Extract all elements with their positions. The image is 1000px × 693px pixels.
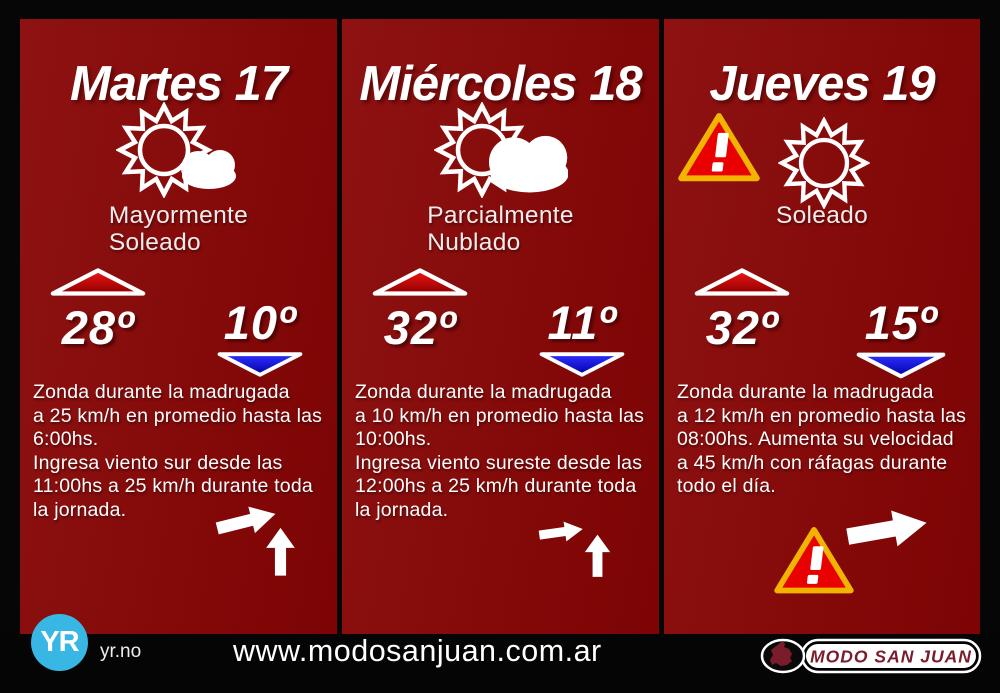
low-temp-value: 10º <box>223 296 297 349</box>
low-temp-group: 10º <box>217 267 303 378</box>
condition-text: Soleado <box>664 202 980 230</box>
day-title: Miércoles 18 <box>359 56 642 111</box>
forecast-description: Zonda durante la madrugada a 10 km/h en … <box>355 381 645 521</box>
partly-cloudy-icon <box>434 102 568 198</box>
brand-text: MODO SAN JUAN <box>810 647 972 667</box>
high-temp-group: 28º <box>50 267 146 378</box>
weather-icon-row <box>664 95 980 205</box>
modo-san-juan-logo: MODO SAN JUAN <box>760 638 982 674</box>
condition-line: Mayormente <box>108 202 249 229</box>
wind-arrow-up-icon <box>584 534 611 577</box>
high-temp-group: 32º <box>694 267 790 380</box>
temperature-row: 32º 11º <box>342 267 659 378</box>
condition-text: Mayormente Soleado <box>20 202 337 256</box>
temp-up-triangle-icon <box>50 267 146 297</box>
temp-down-triangle-icon <box>217 351 303 377</box>
low-temp-value: 15º <box>864 296 938 349</box>
yr-site-label: yr.no <box>100 641 142 662</box>
condition-line: Soleado <box>108 228 201 256</box>
warning-triangle-icon <box>676 111 762 185</box>
day-panel-miercoles: Miércoles 18 Parcialmente Nublado 32º 11… <box>342 19 659 634</box>
weather-icon-row <box>20 95 337 205</box>
temp-down-triangle-icon <box>539 351 625 377</box>
condition-text: Parcialmente Nublado <box>342 202 659 256</box>
temp-up-triangle-icon <box>372 267 468 297</box>
wind-arrow-right-icon <box>844 504 930 555</box>
temperature-row: 28º 10º <box>20 267 337 378</box>
high-temp-value: 28º <box>61 301 135 354</box>
yr-logo-text: YR <box>40 626 79 658</box>
day-title: Martes 17 <box>69 56 288 111</box>
temp-down-triangle-icon <box>856 351 946 380</box>
condition-line: Soleado <box>775 202 868 229</box>
low-temp-value: 11º <box>547 296 617 349</box>
day-title: Jueves 19 <box>709 56 935 111</box>
mostly-sunny-icon <box>116 102 236 198</box>
high-temp-group: 32º <box>372 267 468 378</box>
wind-arrow-up-icon <box>266 527 295 576</box>
wind-arrow-right-icon <box>537 519 585 546</box>
forecast-description: Zonda durante la madrugada a 12 km/h en … <box>677 381 967 498</box>
warning-triangle-icon <box>772 525 856 597</box>
day-panel-jueves: Jueves 19 Soleado 32º 15º Zonda durante … <box>664 19 980 634</box>
temperature-row: 32º 15º <box>664 267 980 380</box>
high-temp-value: 32º <box>383 301 457 354</box>
website-url: www.modosanjuan.com.ar <box>233 634 602 668</box>
temp-up-triangle-icon <box>694 267 790 297</box>
weather-icon-row <box>342 95 659 205</box>
condition-line: Parcialmente <box>427 202 574 229</box>
yr-logo: YR <box>31 614 88 671</box>
san-juan-province-shape <box>770 641 792 666</box>
low-temp-group: 11º <box>539 267 625 378</box>
high-temp-value: 32º <box>705 301 779 354</box>
sunny-icon <box>778 117 870 209</box>
condition-line: Nublado <box>427 228 521 256</box>
forecast-description: Zonda durante la madrugada a 25 km/h en … <box>33 381 323 521</box>
day-panel-martes: Martes 17 Mayormente Soleado 28º 10º Zon… <box>20 19 337 634</box>
low-temp-group: 15º <box>856 267 946 380</box>
